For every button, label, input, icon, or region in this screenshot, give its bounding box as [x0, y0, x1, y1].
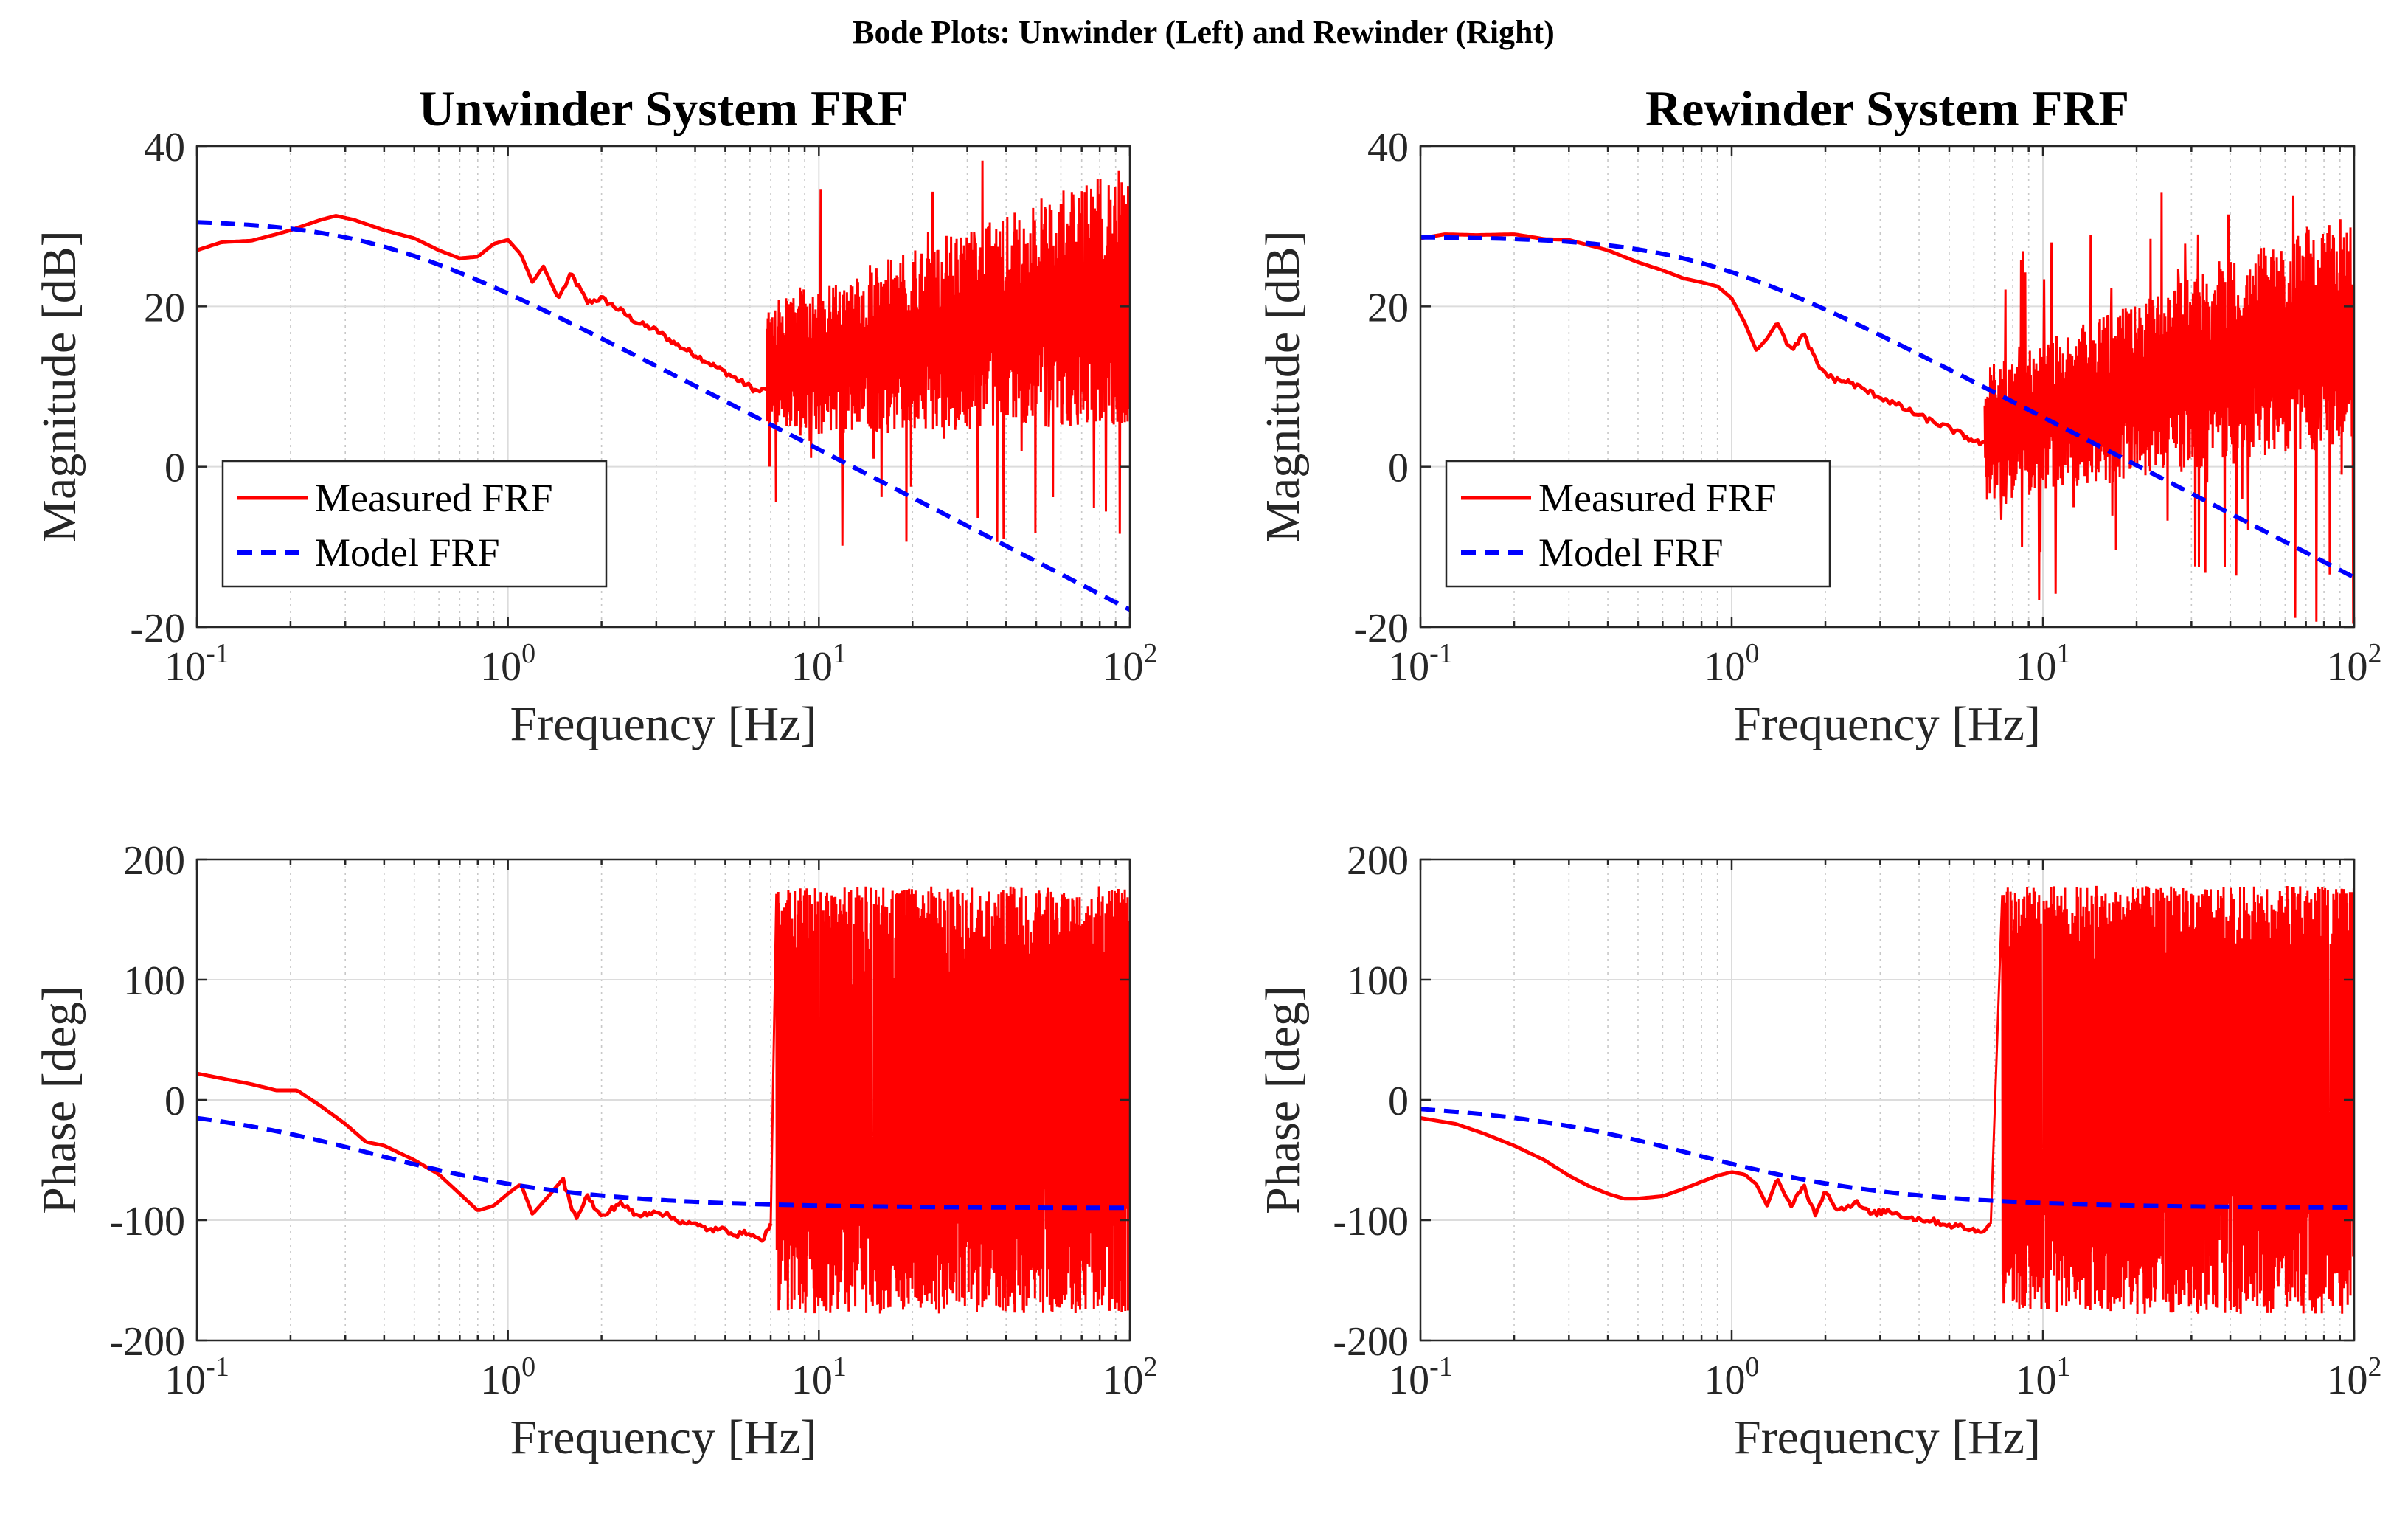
y-tick-label: -20 — [130, 606, 185, 651]
y-tick-label: 0 — [1388, 1079, 1409, 1124]
series-model-frf — [1420, 235, 2354, 580]
y-axis-label: Phase [deg] — [1256, 986, 1310, 1214]
legend: Measured FRF Model FRF — [221, 460, 608, 588]
x-axis-label: Frequency [Hz] — [510, 697, 817, 751]
x-tick-label: 101 — [791, 1351, 847, 1403]
axes-frame — [195, 145, 1131, 629]
series-measured-frf — [197, 1071, 773, 1243]
x-axis-label: Frequency [Hz] — [1734, 1411, 2041, 1464]
y-axis-label: Magnitude [dB] — [32, 230, 86, 542]
axes-rewinder-magnitude: 10-1 100 101 102 -20 0 20 40 Rewinder System FRF… — [1256, 80, 2382, 751]
x-tick-label: 100 — [1704, 638, 1760, 690]
axes-rewinder-phase: 10-1 100 101 102 -200 -100 0 100 200 Frequency [H… — [1256, 838, 2382, 1464]
y-tick-label: -100 — [1333, 1199, 1409, 1245]
x-tick-label: 10-1 — [164, 1351, 229, 1403]
y-tick-label: 100 — [1347, 958, 1409, 1004]
x-tick-label: 102 — [1103, 638, 1158, 690]
y-tick-label: -200 — [109, 1319, 185, 1365]
y-tick-label: 0 — [164, 1079, 185, 1124]
y-tick-label: -100 — [109, 1199, 185, 1245]
legend-label: Measured FRF — [1538, 476, 1777, 520]
y-tick-label: 200 — [1347, 838, 1409, 884]
x-tick-label: 101 — [791, 638, 847, 690]
y-tick-label: 100 — [123, 958, 185, 1004]
y-tick-label: 20 — [1367, 285, 1409, 330]
data-layer — [197, 886, 1130, 1314]
y-tick-label: -20 — [1353, 606, 1409, 651]
axes-title: Rewinder System FRF — [1645, 80, 2129, 136]
y-tick-label: 0 — [164, 446, 185, 491]
ticks: 10-1 100 101 102 -200 -100 0 100 200 — [1333, 838, 2381, 1403]
x-tick-label: 101 — [2016, 1351, 2071, 1403]
ticks: 10-1 100 101 102 -20 0 20 40 — [130, 125, 1157, 690]
x-tick-label: 100 — [480, 1351, 535, 1403]
legend-box — [221, 460, 608, 588]
ticks: 10-1 100 101 102 -20 0 20 40 — [1353, 125, 2381, 690]
x-tick-label: 100 — [1704, 1351, 1760, 1403]
x-tick-label: 10-1 — [164, 638, 229, 690]
y-tick-label: -200 — [1333, 1319, 1409, 1365]
y-axis-label: Magnitude [dB] — [1256, 230, 1310, 542]
y-tick-label: 0 — [1388, 446, 1409, 491]
x-tick-label: 102 — [2327, 638, 2382, 690]
y-tick-label: 20 — [144, 285, 185, 330]
data-layer — [1420, 885, 2354, 1315]
y-tick-label: 40 — [1367, 125, 1409, 170]
axes-title: Unwinder System FRF — [419, 80, 909, 136]
series-measured-frf-noise — [766, 160, 1130, 546]
legend-label: Model FRF — [1538, 530, 1724, 575]
series-measured-frf — [1420, 232, 1993, 450]
x-tick-label: 10-1 — [1388, 1351, 1453, 1403]
series-measured-frf-noise — [1983, 192, 2354, 624]
axes-unwinder-phase: 10-1 100 101 102 -200 -100 0 100 200 Frequency [H… — [32, 838, 1158, 1464]
legend-label: Model FRF — [315, 530, 500, 575]
figure-title: Bode Plots: Unwinder (Left) and Rewinder… — [853, 14, 1555, 50]
x-tick-label: 10-1 — [1388, 638, 1453, 690]
axes-frame — [1419, 145, 2356, 629]
axes-unwinder-magnitude: 10-1 100 101 102 -20 0 20 40 Unwinder System FRF… — [32, 80, 1158, 751]
series-measured-frf-noise — [1989, 885, 2354, 1315]
series-model-frf — [197, 1115, 1130, 1211]
x-axis-label: Frequency [Hz] — [1734, 697, 2041, 751]
legend-label: Measured FRF — [315, 476, 553, 520]
ticks: 10-1 100 101 102 -200 -100 0 100 200 — [109, 838, 1157, 1403]
x-axis-label: Frequency [Hz] — [510, 1411, 817, 1464]
x-tick-label: 102 — [1103, 1351, 1158, 1403]
y-tick-label: 200 — [123, 838, 185, 884]
x-tick-label: 100 — [480, 638, 535, 690]
legend-box — [1445, 460, 1831, 588]
y-tick-label: 40 — [144, 125, 185, 170]
y-axis-label: Phase [deg] — [32, 986, 86, 1214]
series-model-frf — [1420, 1107, 2354, 1210]
data-layer — [1420, 192, 2354, 624]
x-tick-label: 102 — [2327, 1351, 2382, 1403]
legend: Measured FRF Model FRF — [1445, 460, 1831, 588]
series-measured-frf — [1420, 1116, 1992, 1234]
data-layer — [197, 160, 1130, 612]
x-tick-label: 101 — [2016, 638, 2071, 690]
series-measured-frf-noise — [769, 886, 1130, 1314]
